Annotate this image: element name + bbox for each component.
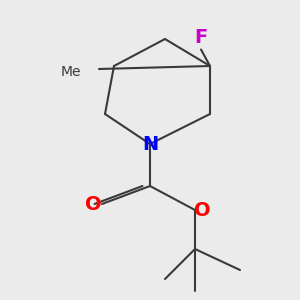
Text: O: O bbox=[194, 200, 211, 220]
Text: O: O bbox=[85, 194, 101, 214]
Text: Me: Me bbox=[61, 65, 81, 79]
Text: F: F bbox=[194, 28, 208, 47]
Text: N: N bbox=[142, 134, 158, 154]
